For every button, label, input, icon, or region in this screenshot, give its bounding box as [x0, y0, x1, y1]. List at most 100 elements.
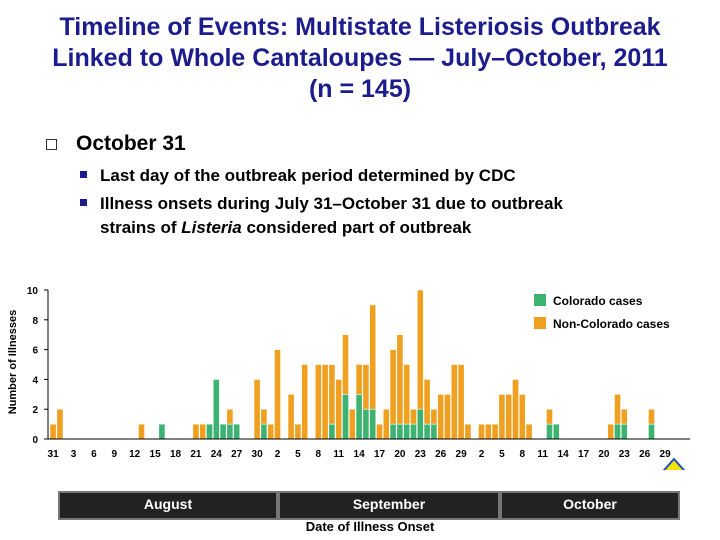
bar-colorado: [233, 423, 241, 440]
x-tick-label: 2: [275, 449, 281, 460]
x-tick-label: 5: [295, 449, 301, 460]
bar-colorado: [212, 379, 220, 440]
bar-non-colorado: [192, 423, 200, 440]
x-tick-label: 11: [333, 449, 344, 460]
x-tick-label: 23: [619, 449, 631, 460]
bar-non-colorado: [321, 364, 329, 440]
bar-non-colorado: [328, 364, 336, 425]
bar-colorado: [396, 423, 404, 440]
bar-non-colorado: [464, 423, 472, 440]
bar-non-colorado: [614, 393, 621, 425]
bar-non-colorado: [518, 393, 526, 440]
sub-bullet-text: Illness onsets during July 31–October 31…: [100, 194, 563, 213]
month-label-october: October: [563, 496, 617, 512]
bar-colorado: [546, 423, 553, 440]
bar-non-colorado: [389, 349, 397, 425]
x-tick-label: 9: [112, 449, 118, 460]
bar-non-colorado: [355, 364, 363, 395]
bar-non-colorado: [260, 408, 268, 425]
bar-non-colorado: [478, 423, 485, 440]
x-tick-label: 5: [499, 449, 505, 460]
x-axis-label: Date of Illness Onset: [305, 519, 435, 534]
bar-non-colorado: [267, 423, 275, 440]
x-tick-label: 8: [520, 449, 526, 460]
bar-colorado: [226, 423, 234, 440]
y-axis-label: Number of Illnesses: [7, 310, 19, 415]
y-tick-label: 0: [32, 435, 38, 446]
month-bar-october: [500, 491, 680, 520]
x-tick-label: 29: [660, 449, 672, 460]
bar-non-colorado: [314, 364, 322, 440]
bar-colorado: [552, 423, 560, 440]
bar-non-colorado: [49, 423, 57, 440]
x-tick-label: 26: [639, 449, 651, 460]
bar-non-colorado: [274, 349, 281, 440]
x-tick-label: 18: [170, 449, 182, 460]
bar-non-colorado: [369, 304, 377, 410]
bar-non-colorado: [416, 289, 424, 410]
month-bar-august: [58, 491, 278, 520]
x-tick-label: 24: [211, 449, 223, 460]
bar-non-colorado: [512, 379, 519, 440]
x-tick-label: 17: [374, 449, 386, 460]
bar-non-colorado: [301, 364, 309, 440]
month-bar-september: [278, 491, 500, 520]
x-tick-label: 12: [129, 449, 141, 460]
x-tick-label: 17: [578, 449, 590, 460]
y-tick-label: 6: [32, 346, 38, 357]
bar-non-colorado: [396, 334, 404, 425]
x-tick-label: 2: [479, 449, 485, 460]
x-tick-label: 20: [598, 449, 610, 460]
x-tick-label: 14: [354, 449, 366, 460]
bar-colorado: [416, 408, 424, 440]
bar-non-colorado: [546, 408, 553, 425]
bar-non-colorado: [199, 423, 207, 440]
bar-non-colorado: [457, 364, 465, 440]
bar-non-colorado: [342, 334, 349, 395]
bar-colorado: [614, 423, 621, 440]
bar-non-colorado: [287, 393, 295, 440]
legend-label-colorado: Colorado cases: [553, 294, 643, 308]
legend-swatch-non-colorado: [534, 317, 546, 329]
bar-non-colorado: [253, 379, 261, 440]
sub-bullet-text-continued: strains of Listeria considered part of o…: [100, 218, 472, 237]
bar-non-colorado: [362, 364, 370, 410]
x-tick-label: 27: [231, 449, 243, 460]
bar-non-colorado: [525, 423, 533, 440]
month-label-september: September: [352, 496, 426, 512]
bar-colorado: [430, 423, 438, 440]
x-tick-label: 31: [48, 449, 60, 460]
bar-non-colorado: [423, 379, 431, 425]
bar-colorado: [260, 423, 268, 440]
bar-non-colorado: [437, 393, 445, 440]
bar-colorado: [410, 423, 417, 440]
bar-non-colorado: [505, 393, 513, 440]
bar-colorado: [362, 408, 370, 440]
bar-non-colorado: [403, 364, 411, 425]
x-tick-label: 30: [252, 449, 264, 460]
up-arrow-icon: [662, 457, 686, 470]
bar-non-colorado: [620, 408, 628, 425]
bar-non-colorado: [498, 393, 506, 440]
bar-colorado: [355, 393, 363, 440]
bar-non-colorado: [491, 423, 499, 440]
x-tick-label: 11: [537, 449, 548, 460]
bar-colorado: [620, 423, 628, 440]
bar-non-colorado: [648, 408, 655, 425]
month-label-august: August: [143, 496, 193, 512]
x-tick-label: 23: [415, 449, 427, 460]
bar-colorado: [342, 393, 349, 440]
x-tick-label: 6: [91, 449, 97, 460]
bar-colorado: [648, 423, 655, 440]
bar-non-colorado: [382, 408, 390, 440]
x-tick-label: 14: [558, 449, 570, 460]
bar-colorado: [158, 423, 166, 440]
bar-non-colorado: [607, 423, 615, 440]
x-tick-label: 29: [456, 449, 468, 460]
bar-non-colorado: [450, 364, 458, 440]
bar-non-colorado: [444, 393, 451, 440]
bar-colorado: [206, 423, 213, 440]
x-tick-label: 3: [71, 449, 77, 460]
main-bullet-text: October 31: [76, 132, 186, 155]
